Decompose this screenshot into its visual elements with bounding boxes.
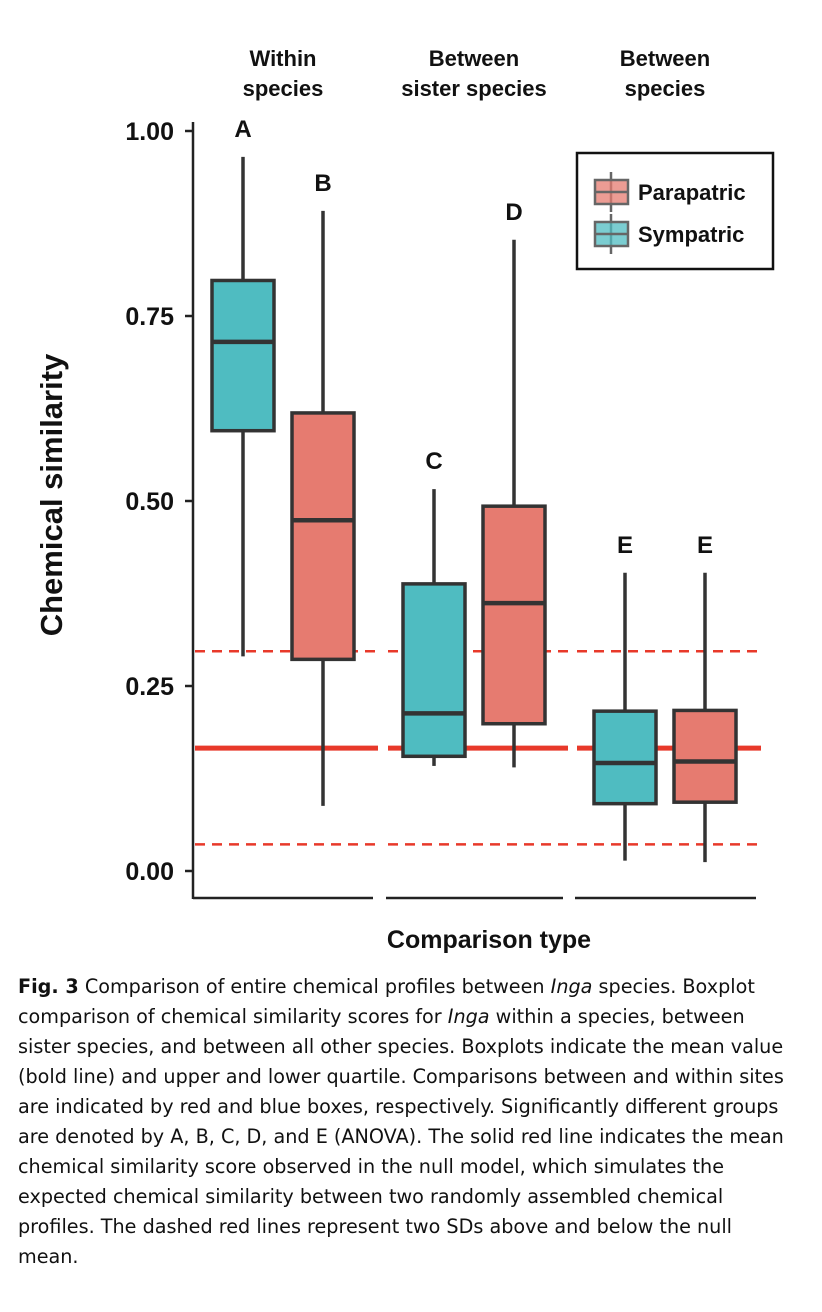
group-header-line1: Between bbox=[429, 46, 519, 71]
significance-letter: E bbox=[617, 532, 633, 559]
box-sympatric bbox=[210, 156, 276, 657]
legend-box bbox=[575, 151, 775, 271]
y-tick-label: 1.00 bbox=[125, 118, 174, 146]
significance-letters: A B C D E E bbox=[234, 116, 713, 559]
group-header-line1: Between bbox=[620, 46, 710, 71]
box-parapatric bbox=[290, 210, 356, 806]
group-header-line2: species bbox=[243, 76, 324, 101]
group-header-line2: sister species bbox=[401, 76, 547, 101]
y-tick-label: 0.00 bbox=[125, 858, 174, 886]
caption-italic-1: Inga bbox=[550, 975, 593, 998]
y-tick-label: 0.25 bbox=[125, 673, 174, 701]
figure-caption: Fig. 3 Comparison of entire chemical pro… bbox=[18, 972, 798, 1272]
x-axis-title: Comparison type bbox=[387, 926, 591, 954]
significance-letter: D bbox=[505, 199, 522, 226]
box-body bbox=[210, 278, 276, 433]
caption-italic-2: Inga bbox=[447, 1005, 490, 1028]
box-sympatric bbox=[401, 489, 467, 766]
y-axis-title: Chemical similarity bbox=[34, 353, 69, 636]
boxplot-chart: Within species Between sister species Betwee… bbox=[34, 46, 775, 954]
y-tick-label: 0.75 bbox=[125, 303, 174, 331]
caption-text-2: species. Boxplot comparison of chemical … bbox=[18, 975, 755, 1028]
legend-label: Parapatric bbox=[638, 180, 746, 205]
box-parapatric bbox=[481, 239, 547, 768]
caption-text-3: within a species, between sister species… bbox=[18, 1005, 784, 1268]
axes: 0.00 0.25 0.50 0.75 1.00 Chemical similarity C… bbox=[34, 118, 756, 954]
box-body bbox=[290, 411, 356, 662]
box-body bbox=[401, 582, 467, 759]
box-body bbox=[481, 504, 547, 726]
group-header-line2: species bbox=[625, 76, 706, 101]
box-sympatric bbox=[592, 572, 658, 861]
significance-letter: A bbox=[234, 116, 251, 143]
group-header-line1: Within bbox=[250, 46, 317, 71]
boxes bbox=[210, 156, 738, 863]
significance-letter: B bbox=[314, 170, 331, 197]
figure-label: Fig. 3 bbox=[18, 975, 79, 998]
box-parapatric bbox=[672, 572, 738, 863]
group-headers: Within species Between sister species Betwee… bbox=[243, 46, 711, 101]
legend-label: Sympatric bbox=[638, 222, 744, 247]
legend: Parapatric Sympatric bbox=[575, 151, 775, 271]
caption-text-1: Comparison of entire chemical profiles b… bbox=[78, 975, 551, 998]
box-body bbox=[672, 708, 738, 804]
significance-letter: C bbox=[425, 448, 442, 475]
y-tick-label: 0.50 bbox=[125, 488, 174, 516]
box-body bbox=[592, 709, 658, 806]
significance-letter: E bbox=[697, 532, 713, 559]
